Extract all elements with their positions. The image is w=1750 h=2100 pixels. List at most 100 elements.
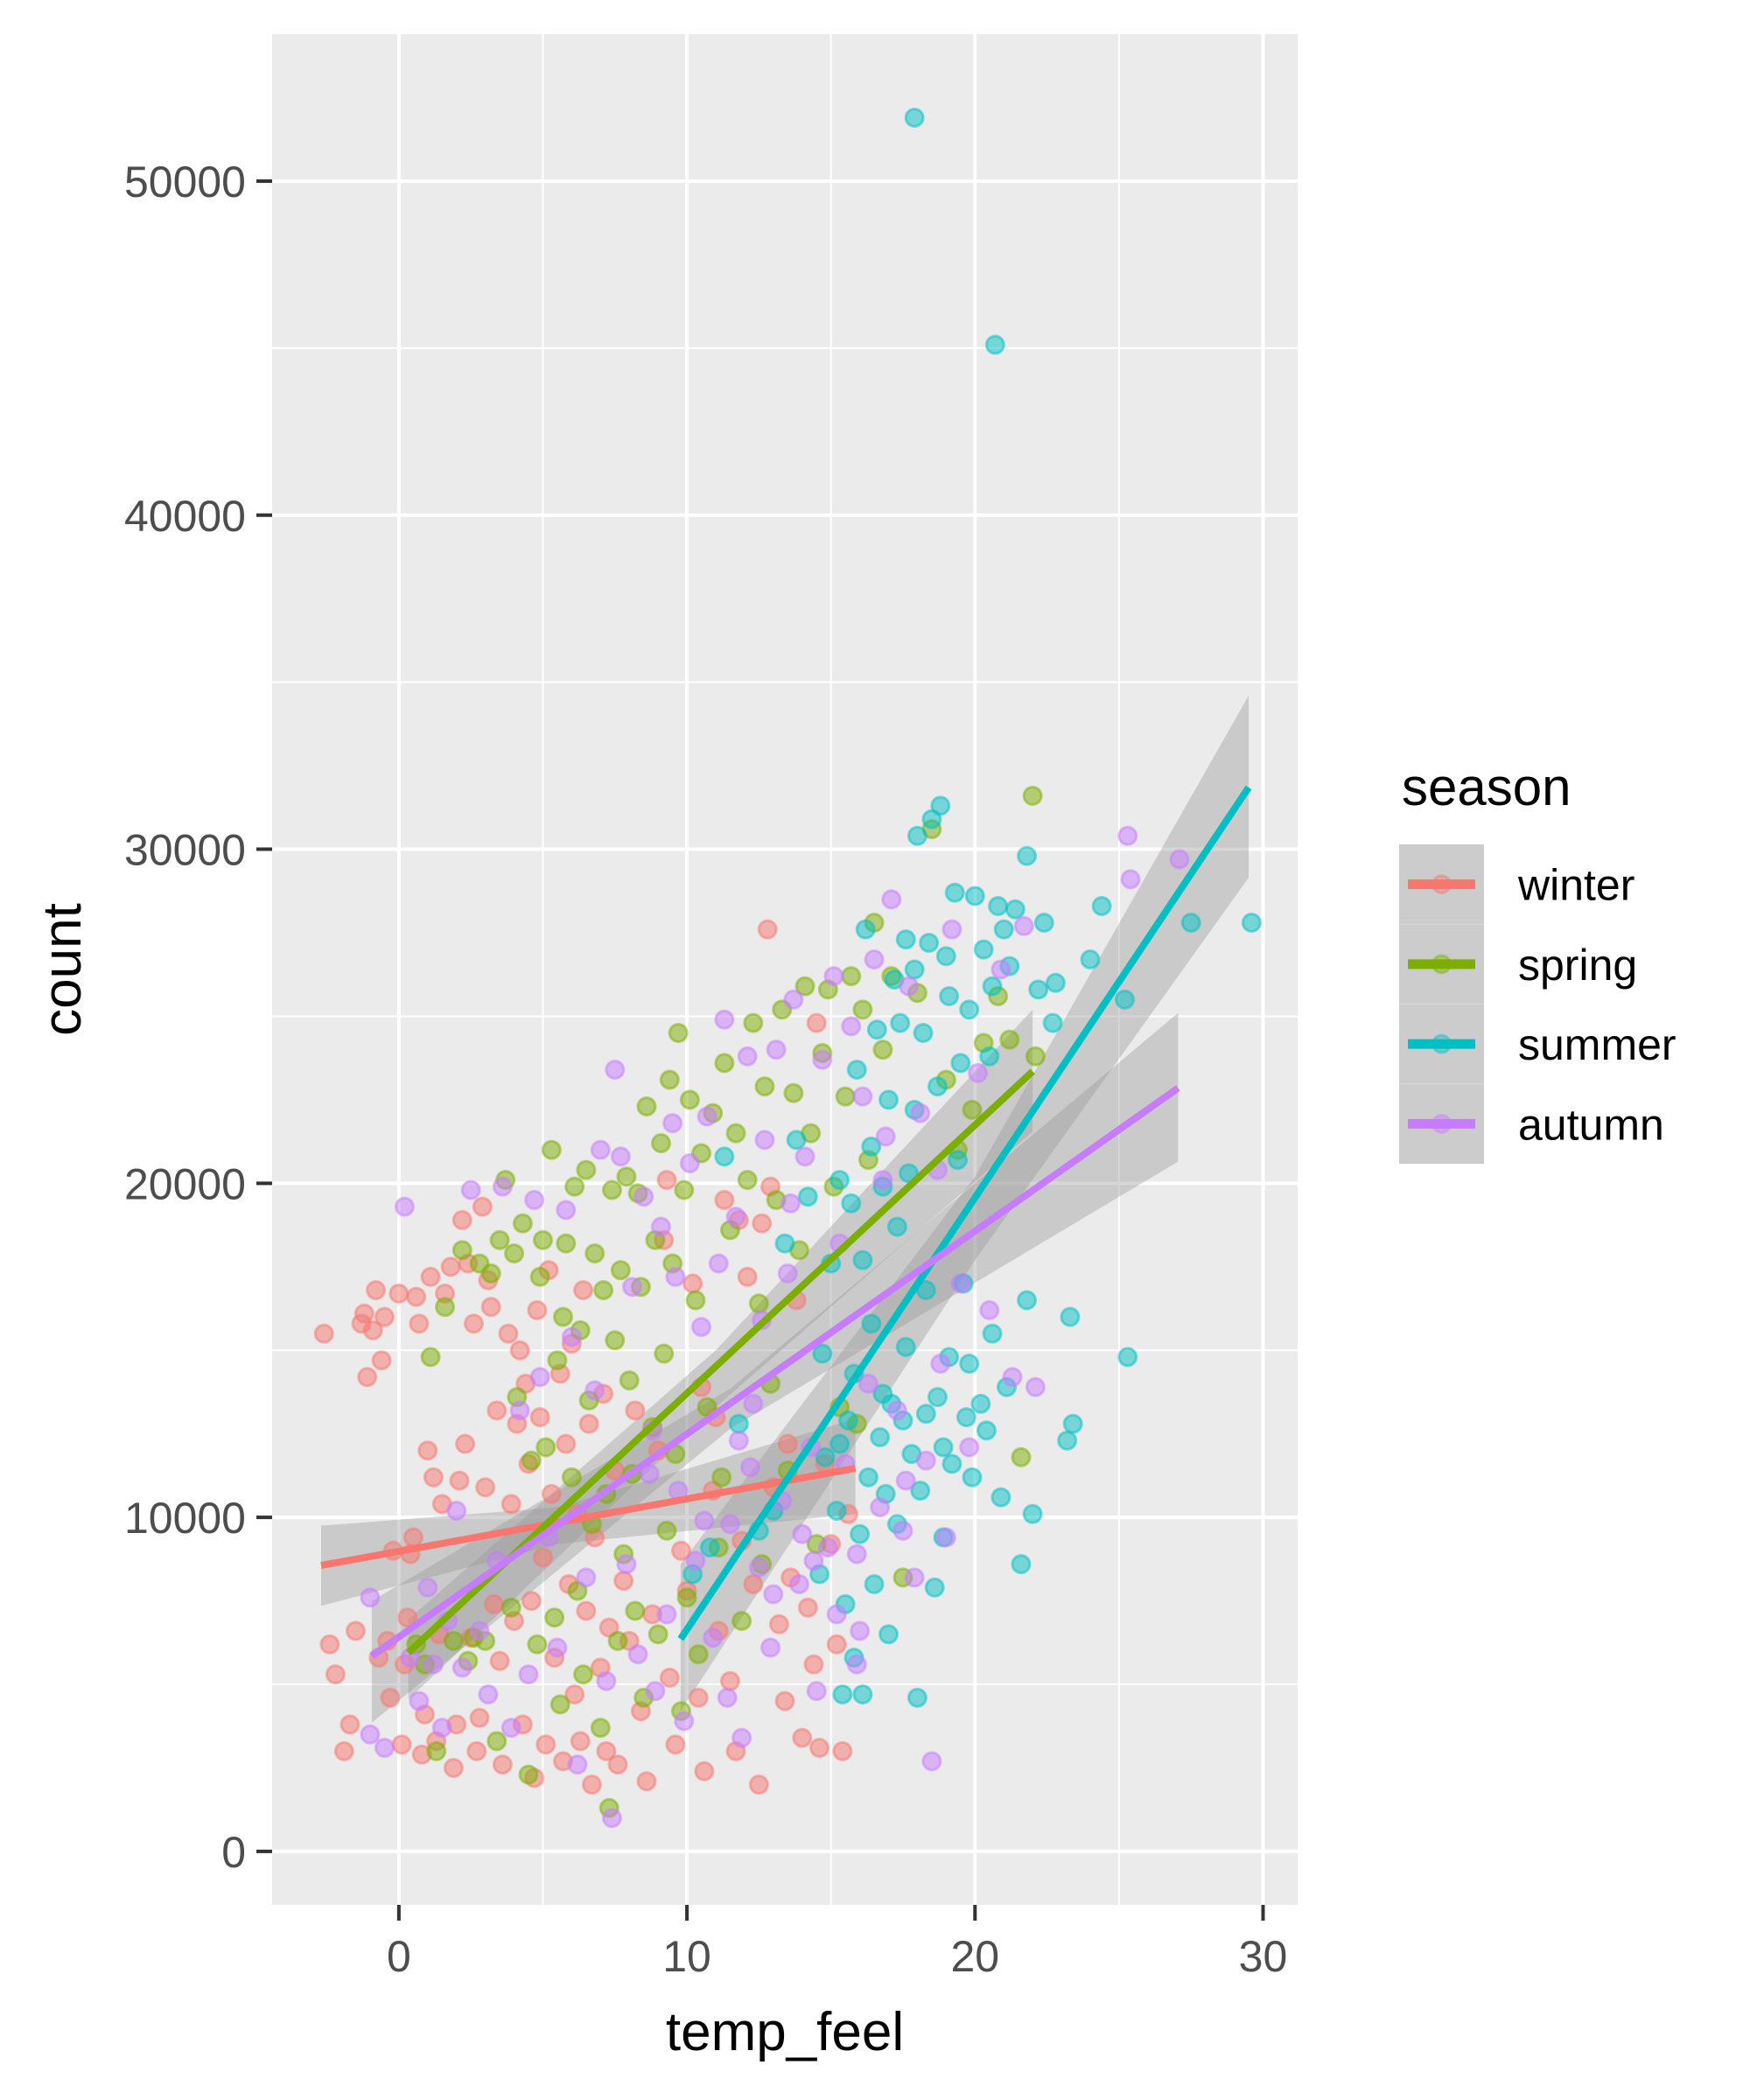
- point-winter: [688, 1687, 709, 1708]
- point-spring: [420, 1347, 441, 1368]
- point-summer: [1017, 1290, 1038, 1311]
- point-summer: [830, 1433, 850, 1454]
- point-winter: [556, 1433, 577, 1454]
- point-winter: [472, 1196, 493, 1217]
- point-spring: [676, 1587, 697, 1608]
- point-autumn: [394, 1196, 415, 1217]
- y-axis-title: count: [32, 903, 93, 1036]
- point-autumn: [524, 1189, 545, 1210]
- point-summer: [858, 1466, 878, 1488]
- point-summer: [714, 1146, 735, 1167]
- point-summer: [728, 1413, 749, 1434]
- point-spring: [593, 1280, 614, 1301]
- point-winter: [333, 1740, 354, 1761]
- point-summer: [919, 932, 940, 953]
- point-spring: [489, 1229, 510, 1250]
- point-autumn: [561, 1326, 582, 1348]
- point-summer: [1033, 913, 1054, 934]
- point-autumn: [446, 1500, 467, 1521]
- point-winter: [397, 1607, 418, 1628]
- point-autumn: [417, 1577, 438, 1598]
- point-spring: [650, 1133, 671, 1154]
- point-summer: [959, 999, 980, 1020]
- point-winter: [374, 1306, 395, 1327]
- point-spring: [576, 1159, 597, 1180]
- point-winter: [578, 1413, 599, 1434]
- point-winter: [406, 1286, 427, 1307]
- point-winter: [362, 1320, 383, 1340]
- point-summer: [699, 1536, 720, 1558]
- point-autumn: [803, 1550, 824, 1572]
- point-autumn: [685, 1550, 706, 1572]
- point-summer: [942, 1453, 962, 1474]
- point-summer: [830, 1170, 850, 1191]
- point-autumn: [590, 1139, 611, 1160]
- point-autumn: [492, 1176, 513, 1197]
- point-autumn: [739, 1457, 760, 1478]
- point-spring: [852, 999, 873, 1020]
- point-winter: [774, 1690, 795, 1712]
- point-spring: [654, 1343, 675, 1364]
- point-spring: [590, 1718, 611, 1739]
- point-winter: [625, 1400, 646, 1421]
- point-autumn: [423, 1654, 444, 1675]
- point-autumn: [935, 1527, 956, 1548]
- point-spring: [688, 1644, 709, 1665]
- point-winter: [417, 1440, 438, 1461]
- point-autumn: [959, 1437, 980, 1458]
- point-spring: [659, 1069, 680, 1090]
- point-autumn: [1002, 1367, 1023, 1388]
- point-autumn: [728, 1430, 749, 1451]
- point-autumn: [610, 1146, 631, 1167]
- point-autumn: [674, 1711, 695, 1732]
- point-winter: [463, 1313, 484, 1334]
- point-autumn: [870, 1497, 891, 1518]
- point-summer: [1060, 1306, 1081, 1327]
- point-winter: [455, 1433, 476, 1454]
- point-winter: [682, 1273, 704, 1294]
- point-summer: [964, 886, 985, 906]
- point-autumn: [576, 1567, 597, 1588]
- point-autumn: [1013, 915, 1034, 936]
- point-autumn: [409, 1690, 430, 1712]
- point-summer: [924, 1577, 945, 1598]
- point-autumn: [823, 966, 844, 987]
- legend-label-summer: summer: [1518, 1020, 1676, 1069]
- point-spring: [541, 1139, 562, 1160]
- point-winter: [371, 1350, 392, 1371]
- point-winter: [752, 1213, 773, 1234]
- point-autumn: [881, 889, 902, 910]
- point-autumn: [850, 1620, 871, 1642]
- point-winter: [564, 1684, 585, 1704]
- point-spring: [668, 1023, 689, 1044]
- point-autumn: [509, 1400, 530, 1421]
- point-winter: [500, 1494, 522, 1515]
- point-winter: [536, 1734, 556, 1755]
- point-autumn: [732, 1727, 752, 1748]
- point-winter: [345, 1620, 366, 1642]
- point-winter: [509, 1340, 530, 1361]
- point-autumn: [817, 1536, 838, 1558]
- point-autumn: [469, 1620, 490, 1642]
- point-summer: [1022, 1503, 1043, 1524]
- point-spring: [610, 1260, 631, 1281]
- point-winter: [402, 1527, 424, 1548]
- point-autumn: [910, 1102, 931, 1124]
- ribbon-winter: [320, 1418, 856, 1606]
- point-summer: [979, 1046, 1000, 1067]
- point-summer: [982, 1323, 1003, 1344]
- point-spring: [504, 1243, 525, 1264]
- point-autumn: [990, 959, 1012, 980]
- point-autumn: [1117, 825, 1138, 846]
- point-autumn: [360, 1587, 381, 1608]
- point-autumn: [460, 1180, 481, 1200]
- point-autumn: [717, 1687, 738, 1708]
- point-spring: [656, 1520, 677, 1541]
- point-spring: [521, 1450, 542, 1471]
- point-autumn: [812, 1049, 833, 1070]
- point-autumn: [841, 1016, 862, 1037]
- point-winter: [532, 1547, 553, 1568]
- point-winter: [483, 1593, 504, 1614]
- point-autumn: [584, 1380, 606, 1401]
- point-spring: [527, 1634, 548, 1655]
